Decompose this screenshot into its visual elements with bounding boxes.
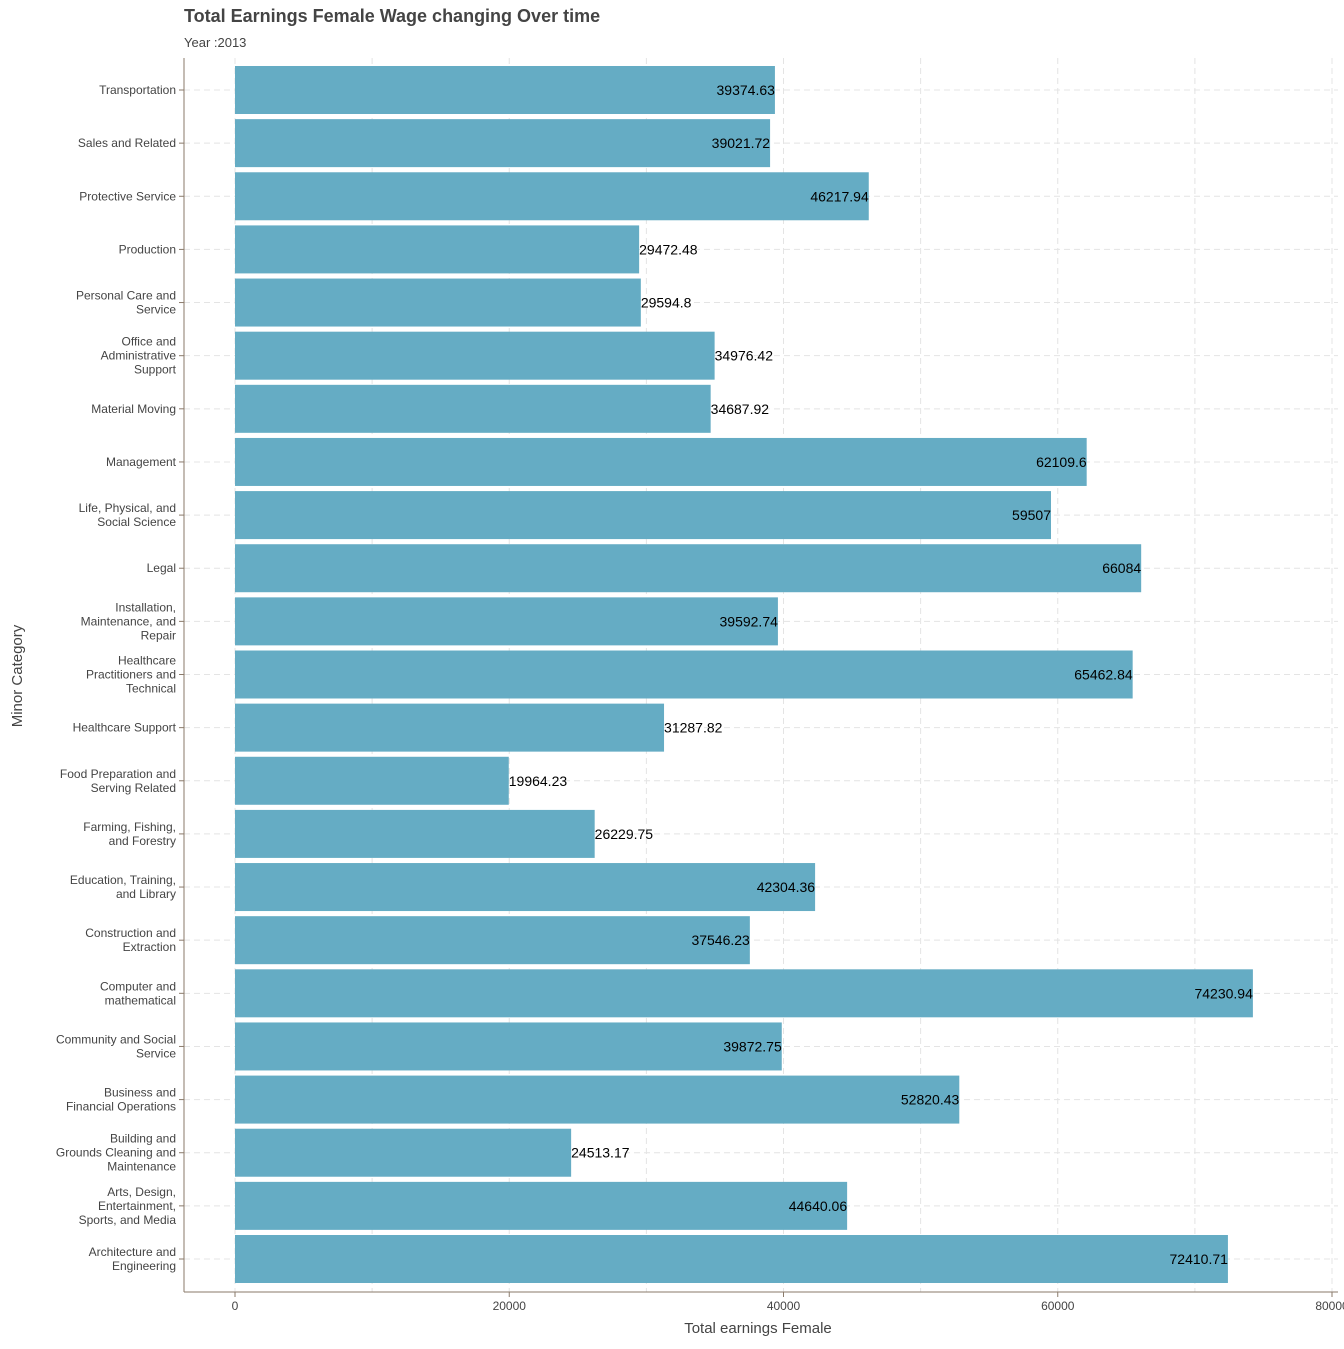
y-tick-label: Arts, Design, Entertainment, Sports, and M… bbox=[79, 1185, 177, 1227]
y-tick-label: Protective Service bbox=[79, 189, 176, 203]
bar-value-label: 29472.48 bbox=[639, 241, 698, 257]
bar bbox=[235, 544, 1142, 593]
bar-value-label: 24513.17 bbox=[571, 1145, 630, 1161]
y-tick-label: Education, Training, and Library bbox=[70, 873, 176, 901]
y-axis-title: Minor Category bbox=[9, 624, 26, 727]
y-tick-label: Life, Physical, and Social Science bbox=[79, 501, 177, 529]
y-tick-label: Office and Administrative Support bbox=[101, 335, 177, 377]
bar-value-label: 19964.23 bbox=[509, 773, 568, 789]
y-tick-label: Production bbox=[119, 242, 176, 256]
bar bbox=[235, 703, 665, 752]
bar-value-label: 52820.43 bbox=[901, 1092, 960, 1108]
y-tick-label: Building and Grounds Cleaning and Maintena… bbox=[56, 1132, 176, 1174]
y-tick-label: Community and Social Service bbox=[56, 1032, 176, 1060]
bar bbox=[235, 916, 750, 965]
axes: 0 20000 40000 60000 80000 bbox=[179, 58, 1344, 1313]
bar bbox=[235, 650, 1133, 699]
bar bbox=[235, 278, 641, 327]
category-labels: Transportation Sales and Related Protectiv… bbox=[56, 83, 177, 1273]
bar-value-label: 39592.74 bbox=[720, 613, 779, 629]
bar-value-label: 39872.75 bbox=[723, 1038, 782, 1054]
bar-value-label: 34687.92 bbox=[711, 401, 770, 417]
bar bbox=[235, 756, 509, 805]
bar bbox=[235, 331, 715, 380]
bar-value-label: 72410.71 bbox=[1170, 1251, 1229, 1267]
bar bbox=[235, 597, 778, 646]
y-tick-label: Healthcare Support bbox=[73, 721, 177, 735]
bar-value-label: 34976.42 bbox=[715, 348, 774, 364]
x-tick-label: 60000 bbox=[1041, 1299, 1075, 1313]
y-tick-label: Transportation bbox=[99, 83, 176, 97]
bar-value-label: 42304.36 bbox=[757, 879, 816, 895]
bar bbox=[235, 1128, 572, 1177]
bar bbox=[235, 172, 869, 221]
bar-value-label: 39374.63 bbox=[717, 82, 776, 98]
x-tick-label: 80000 bbox=[1315, 1299, 1344, 1313]
y-tick-label: Legal bbox=[147, 561, 176, 575]
chart-title: Total Earnings Female Wage changing Over… bbox=[184, 6, 600, 26]
chart-subtitle: Year :2013 bbox=[184, 35, 246, 50]
y-tick-label: Installation, Maintenance, and Repair bbox=[81, 600, 176, 642]
x-tick-label: 40000 bbox=[767, 1299, 801, 1313]
bar-value-label: 29594.8 bbox=[641, 295, 692, 311]
x-tick-label: 0 bbox=[232, 1299, 239, 1313]
bar-value-label: 74230.94 bbox=[1194, 985, 1253, 1001]
value-labels: 39374.63 39021.72 46217.94 29472.48 29594.8 3… bbox=[509, 82, 1253, 1267]
y-tick-label: Healthcare Practitioners and Technical bbox=[86, 654, 176, 696]
bar-value-label: 62109.6 bbox=[1036, 454, 1087, 470]
y-tick-label: Food Preparation and Serving Related bbox=[60, 767, 176, 795]
bars bbox=[235, 66, 1253, 1283]
bar-value-label: 39021.72 bbox=[712, 135, 771, 151]
y-tick-label: Computer and mathematical bbox=[100, 979, 176, 1007]
bar bbox=[235, 863, 816, 912]
y-tick-label: Management bbox=[106, 455, 177, 469]
bar bbox=[235, 1235, 1228, 1283]
bar-value-label: 31287.82 bbox=[664, 720, 723, 736]
bar bbox=[235, 1022, 782, 1071]
y-tick-label: Personal Care and Service bbox=[76, 289, 176, 317]
y-tick-label: Architecture and Engineering bbox=[89, 1245, 176, 1273]
bar-value-label: 59507 bbox=[1012, 507, 1051, 523]
x-axis-title: Total earnings Female bbox=[684, 1320, 832, 1337]
x-tick-label: 20000 bbox=[493, 1299, 527, 1313]
bar bbox=[235, 969, 1253, 1018]
bar bbox=[235, 1181, 848, 1230]
y-tick-label: Construction and Extraction bbox=[85, 926, 176, 954]
y-tick-label: Sales and Related bbox=[78, 136, 176, 150]
bar-value-label: 46217.94 bbox=[810, 188, 869, 204]
bar-value-label: 37546.23 bbox=[691, 932, 750, 948]
bar bbox=[235, 119, 771, 168]
bar bbox=[235, 1075, 960, 1124]
bar-value-label: 26229.75 bbox=[595, 826, 654, 842]
bar bbox=[235, 384, 711, 433]
y-tick-label: Material Moving bbox=[91, 402, 176, 416]
bar bbox=[235, 809, 595, 858]
bar bbox=[235, 437, 1087, 486]
bar-value-label: 65462.84 bbox=[1074, 667, 1133, 683]
y-tick-label: Business and Financial Operations bbox=[66, 1086, 176, 1114]
bar-value-label: 66084 bbox=[1102, 560, 1141, 576]
bar bbox=[235, 225, 640, 274]
bar-value-label: 44640.06 bbox=[789, 1198, 848, 1214]
y-tick-label: Farming, Fishing, and Forestry bbox=[83, 820, 176, 848]
bar bbox=[235, 491, 1051, 540]
bar bbox=[235, 66, 775, 114]
